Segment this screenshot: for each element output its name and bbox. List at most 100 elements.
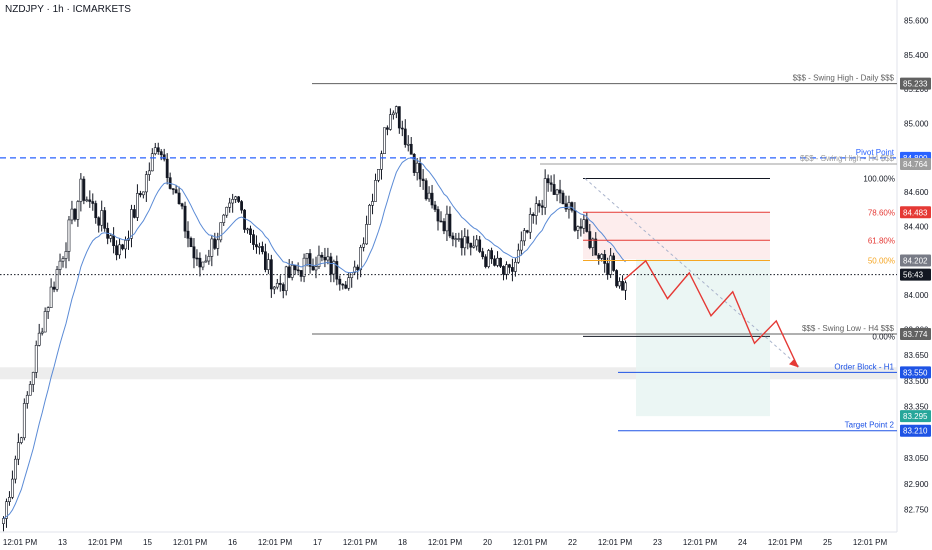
- candle-body: [442, 221, 446, 232]
- candle-body: [362, 243, 366, 248]
- fib-price-tag: [900, 206, 931, 219]
- candle-body: [543, 178, 547, 208]
- candle-body: [621, 281, 624, 291]
- candle-body: [91, 201, 95, 204]
- candle-body: [528, 214, 532, 233]
- x-tick-label: 12:01 PM: [258, 538, 293, 547]
- order-block-price-tag-text: 83.550: [903, 368, 928, 377]
- candle-body: [448, 213, 452, 237]
- candle-body: [130, 209, 133, 239]
- candle-body: [588, 231, 592, 248]
- candle-body: [338, 278, 342, 285]
- swing-high-daily-price-tag: [900, 77, 931, 90]
- target-zone: [636, 259, 770, 417]
- x-tick-label: 12:01 PM: [683, 538, 718, 547]
- x-tick-label: 23: [653, 538, 662, 547]
- candle-body: [189, 237, 193, 248]
- candle-body: [240, 201, 243, 211]
- candle-body: [332, 261, 336, 275]
- x-tick-label: 16: [228, 538, 237, 547]
- candle-body: [469, 242, 473, 248]
- candle-body: [34, 345, 38, 373]
- candle-body: [49, 286, 53, 308]
- candle-body: [335, 261, 339, 280]
- candle-body: [43, 311, 47, 333]
- candle-body: [454, 238, 458, 241]
- x-tick-label: 18: [398, 538, 407, 547]
- candle-body: [225, 206, 229, 216]
- candle-body: [421, 178, 425, 181]
- candle-body: [552, 184, 556, 195]
- candle-body: [76, 201, 80, 220]
- candle-body: [519, 240, 523, 251]
- x-tick-label: 12:01 PM: [513, 538, 548, 547]
- candle-body: [266, 259, 270, 270]
- candle-body: [493, 258, 496, 266]
- candle-body: [347, 277, 351, 289]
- swing-high-daily-label: $$$ - Swing High - Daily $$$: [793, 74, 895, 83]
- candle-body: [582, 219, 586, 229]
- current-price-tag: [900, 268, 931, 281]
- candle-body: [380, 153, 383, 170]
- candle-body: [308, 253, 312, 267]
- target2-price-tag: [900, 424, 931, 437]
- candle-body: [207, 256, 211, 262]
- x-tick-label: 12:01 PM: [173, 538, 208, 547]
- candle-body: [213, 238, 217, 249]
- candle-body: [97, 217, 101, 226]
- candle-body: [403, 128, 407, 145]
- candle-body: [88, 199, 92, 202]
- candle-body: [85, 199, 89, 202]
- candle-body: [424, 180, 428, 200]
- y-tick-label: 83.650: [904, 351, 929, 360]
- candle-body: [400, 127, 404, 130]
- x-tick-label: 12:01 PM: [3, 538, 38, 547]
- candle-body: [418, 162, 422, 180]
- candle-body: [439, 220, 443, 223]
- candle-body: [356, 266, 360, 271]
- candle-body: [499, 257, 502, 267]
- candle-body: [326, 256, 330, 261]
- candle-body: [28, 384, 32, 396]
- chart-title: NZDJPY · 1h · ICMARKETS: [5, 4, 131, 15]
- candle-body: [281, 284, 285, 292]
- y-tick-label: 84.600: [904, 188, 929, 197]
- candle-body: [219, 222, 223, 241]
- candle-body: [615, 270, 618, 287]
- candle-body: [61, 258, 65, 262]
- swing-high-h4-label: $$$ - Swing High - H4 $$$: [800, 154, 894, 163]
- candle-body: [258, 246, 261, 248]
- x-tick-label: 12:01 PM: [428, 538, 463, 547]
- candle-body: [359, 247, 363, 271]
- candle-body: [293, 264, 297, 271]
- candle-body: [430, 192, 434, 206]
- candle-body: [201, 261, 205, 268]
- candle-body: [22, 403, 26, 439]
- candle-body: [25, 394, 29, 404]
- candle-body: [153, 147, 157, 155]
- candle-body: [433, 204, 437, 210]
- candle-body: [192, 246, 196, 259]
- candle-body: [198, 257, 202, 268]
- fib-level-label: 78.60%: [868, 208, 895, 217]
- y-tick-label: 82.900: [904, 480, 929, 489]
- candle-body: [136, 193, 139, 218]
- candle-body: [67, 219, 71, 252]
- candle-body: [11, 478, 14, 498]
- y-tick-label: 85.000: [904, 120, 929, 129]
- candle-body: [138, 193, 142, 196]
- x-tick-label: 13: [58, 538, 67, 547]
- candle-body: [121, 244, 124, 250]
- candle-body: [383, 127, 386, 154]
- candle-body: [210, 238, 214, 257]
- candle-body: [314, 266, 318, 271]
- current-price-tag-text: 56:43: [903, 271, 924, 280]
- x-tick-label: 12:01 PM: [343, 538, 378, 547]
- swing-high-h4-price-tag-text: 84.764: [903, 160, 928, 169]
- candle-body: [144, 174, 148, 193]
- candle-body: [484, 256, 488, 267]
- candle-body: [186, 230, 190, 239]
- candle-body: [508, 264, 511, 268]
- candle-body: [228, 202, 232, 208]
